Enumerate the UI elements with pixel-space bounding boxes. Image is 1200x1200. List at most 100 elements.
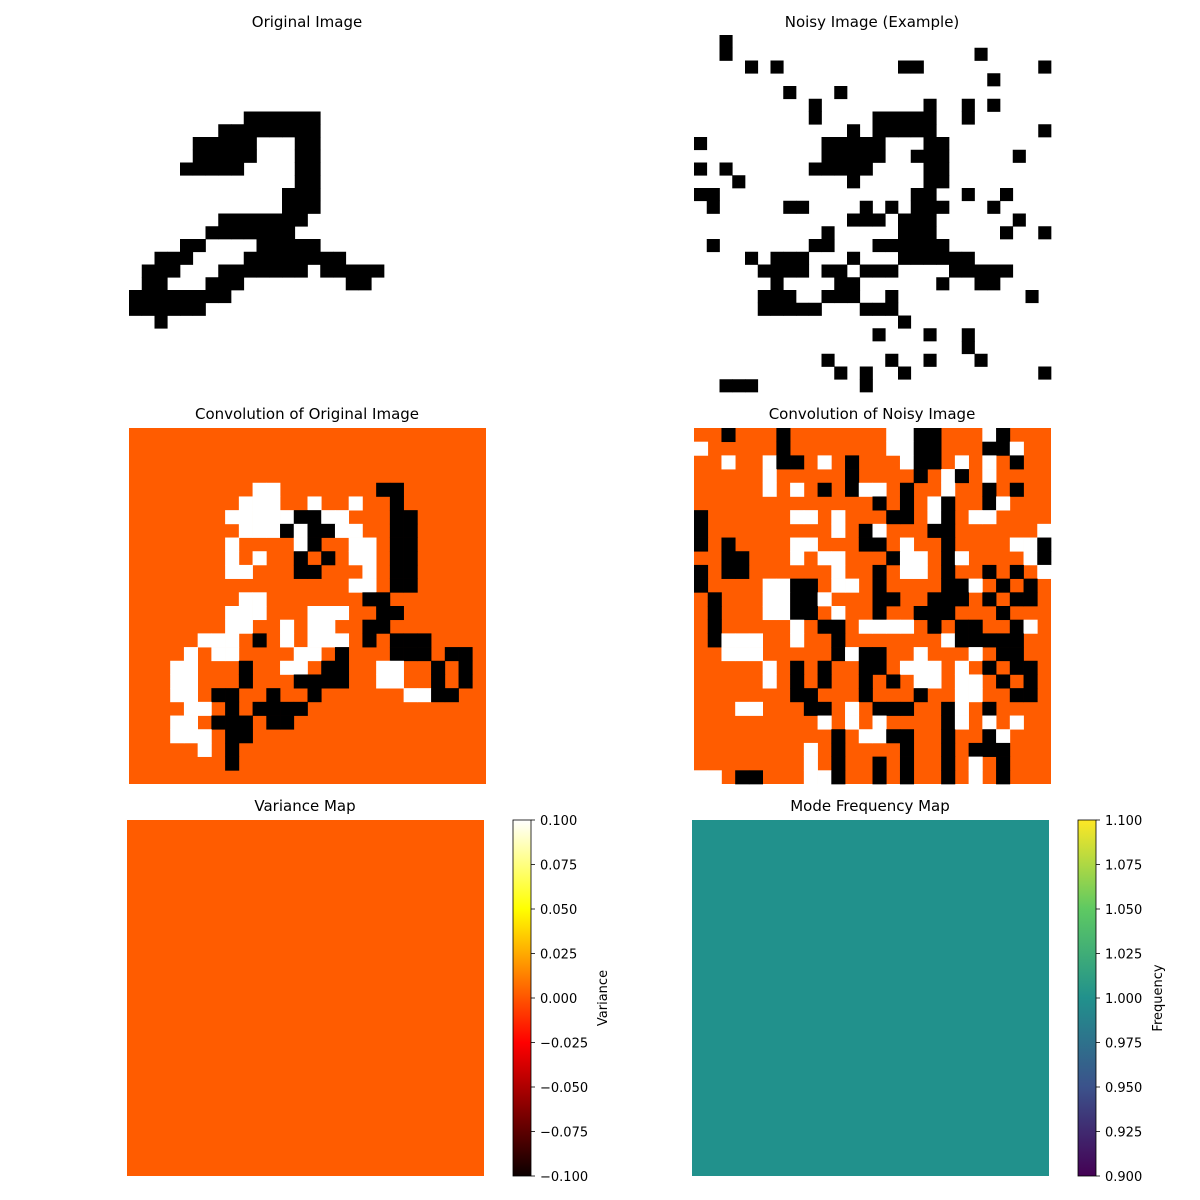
pixel-cell: [218, 226, 232, 240]
pixel-cell: [899, 660, 915, 675]
pixel-cell: [817, 619, 832, 634]
pixel-cell: [941, 756, 956, 771]
colorbar-tick-label: 1.075: [1105, 859, 1142, 874]
pixel-cell: [790, 674, 805, 689]
pixel-cell: [858, 537, 873, 552]
pixel-cell: [831, 619, 846, 634]
pixel-cell: [910, 213, 924, 227]
pixel-cell: [996, 756, 1011, 771]
pixel-cell: [996, 770, 1011, 785]
pixel-cell: [362, 564, 377, 579]
pixel-cell: [376, 674, 391, 689]
pixel-cell: [831, 729, 846, 744]
pixel-cell: [307, 111, 321, 125]
panel-convolution-noisy: Convolution of Noisy Image: [694, 405, 1052, 785]
pixel-cell: [796, 251, 810, 265]
pixel-cell: [243, 226, 257, 240]
pixel-cell: [1025, 290, 1039, 304]
panel-title: Noisy Image (Example): [785, 13, 960, 31]
pixel-cell: [859, 137, 873, 151]
pixel-cell: [927, 428, 942, 443]
pixel-cell: [968, 647, 983, 662]
pixel-cell: [831, 742, 846, 757]
pixel-cell: [458, 647, 473, 662]
pixel-cell: [872, 770, 887, 785]
pixel-cell: [987, 264, 1001, 278]
pixel-cell: [982, 729, 997, 744]
pixel-cell: [141, 264, 155, 278]
pixel-cell: [923, 98, 937, 112]
pixel-cell: [982, 592, 997, 607]
pixel-cell: [776, 441, 791, 456]
pixel-cell: [961, 251, 975, 265]
pixel-cell: [719, 47, 733, 61]
pixel-cell: [886, 592, 901, 607]
pixel-cell: [1023, 660, 1038, 675]
pixel-cell: [885, 264, 899, 278]
pixel-cell: [403, 537, 418, 552]
pixel-cell: [293, 660, 308, 675]
pixel-cell: [362, 619, 377, 634]
pixel-cell: [225, 715, 240, 730]
pixel-cell: [872, 606, 887, 621]
pixel-cell: [872, 592, 887, 607]
pixel-cell: [266, 496, 281, 511]
pixel-cell: [982, 564, 997, 579]
pixel-cell: [923, 213, 937, 227]
pixel-cell: [859, 200, 873, 214]
pixel-cell: [808, 302, 822, 316]
pixel-cell: [913, 688, 928, 703]
pixel-cell: [403, 578, 418, 593]
pixel-cell: [321, 619, 336, 634]
pixel-cell: [859, 264, 873, 278]
pixel-cell: [941, 715, 956, 730]
pixel-cell: [834, 149, 848, 163]
pixel-cell: [334, 674, 350, 689]
pixel-cell: [252, 633, 267, 648]
colorbar-gradient: [1077, 819, 1097, 1177]
pixel-cell: [389, 482, 404, 497]
pixel-cell: [321, 674, 336, 689]
pixel-cell: [225, 729, 240, 744]
pixel-cell: [197, 633, 212, 648]
pixel-cell: [238, 510, 253, 525]
pixel-cell: [1038, 60, 1052, 74]
pixel-cell: [333, 264, 347, 278]
pixel-cell: [1012, 149, 1026, 163]
pixel-cell: [996, 606, 1011, 621]
pixel-cell: [707, 619, 722, 634]
pixel-cell: [859, 162, 873, 176]
pixel-cell: [817, 715, 832, 730]
pixel-cell: [770, 251, 784, 265]
pixel-cell: [961, 98, 975, 112]
pixel-cell: [225, 606, 240, 621]
pixel-cell: [348, 537, 363, 552]
pixel-cell: [961, 328, 975, 342]
pixel-cell: [803, 742, 818, 757]
pixel-cell: [831, 578, 846, 593]
pixel-cell: [927, 523, 942, 538]
colorbar-tick-label: 0.075: [540, 859, 577, 874]
pixel-cell: [266, 523, 281, 538]
pixel-cell: [348, 578, 363, 593]
pixel-cell: [770, 277, 784, 291]
colorbar-tick-label: 1.025: [1105, 948, 1142, 963]
colorbar-tick-label: −0.075: [540, 1126, 588, 1141]
pixel-cell: [307, 251, 321, 265]
pixel-cell: [694, 770, 709, 785]
pixel-cell: [252, 523, 267, 538]
pixel-cell: [1038, 124, 1052, 138]
pixel-cell: [872, 111, 886, 125]
pixel-cell: [735, 647, 750, 662]
pixel-cell: [808, 111, 822, 125]
pixel-cell: [847, 175, 861, 189]
pixel-cell: [899, 496, 915, 511]
pixel-cell: [294, 149, 308, 163]
pixel-cell: [821, 264, 835, 278]
pixel-cell: [735, 564, 750, 579]
pixel-cell: [389, 578, 404, 593]
pixel-cell: [845, 482, 860, 497]
pixel-cell: [898, 251, 912, 265]
pixel-cell: [205, 162, 219, 176]
